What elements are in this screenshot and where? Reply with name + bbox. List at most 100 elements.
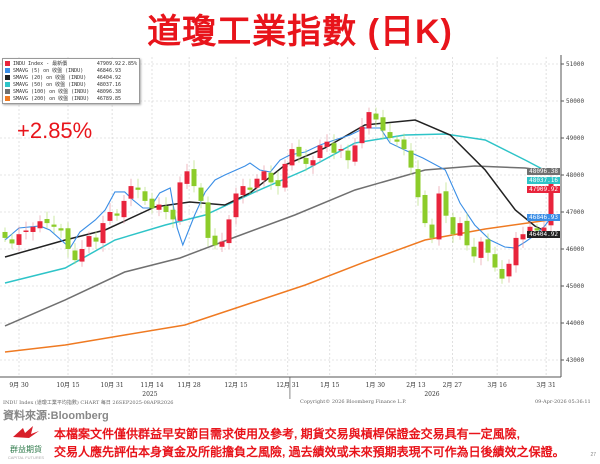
candle-body <box>79 249 85 262</box>
candle-body <box>520 234 526 240</box>
candle-body <box>58 228 64 231</box>
candle-body <box>163 206 169 212</box>
x-tick-label: 12月 31 <box>276 382 299 389</box>
legend-label: SMAVG (50) on 收盤 (INDU) <box>13 82 87 88</box>
y-tick-label: 43000 <box>566 357 584 364</box>
legend-swatch <box>5 75 10 80</box>
legend-swatch <box>5 89 10 94</box>
page-title: 道瓊工業指數 (日K) <box>147 13 453 51</box>
candle-body <box>51 224 57 227</box>
candle-body <box>233 193 239 218</box>
legend-item: SMAVG (50) on 收盤 (INDU) 48037.16 <box>5 81 137 88</box>
candle-body <box>324 141 330 147</box>
y-tick-label: 46000 <box>566 246 584 253</box>
candle-body <box>436 193 442 240</box>
candle-body <box>142 191 148 201</box>
x-tick-label: 9月 30 <box>9 382 29 389</box>
candle-body <box>275 180 281 187</box>
price-tag: 46404.92 <box>527 230 560 238</box>
candle-body <box>443 191 449 216</box>
candle-body <box>247 187 253 190</box>
candle-body <box>2 231 8 238</box>
candle-body <box>408 150 414 168</box>
candle-body <box>37 221 43 229</box>
legend-swatch <box>5 96 10 101</box>
candle-body <box>485 239 491 253</box>
candle-body <box>359 126 365 144</box>
legend-value: 46846.93 <box>96 67 121 74</box>
x-tick-label: 1月 30 <box>366 382 386 389</box>
x-tick-label: 2月 27 <box>443 382 463 389</box>
candle-body <box>30 226 36 232</box>
legend-label: INDU Index - 最新價 <box>13 61 68 67</box>
chart-info: INDU Index (道瓊工業平均指數) CHART 每日 26SEP2025… <box>3 400 174 406</box>
legend-value: 46789.85 <box>96 95 121 102</box>
x-tick-label: 11月 14 <box>140 382 163 389</box>
candle-body <box>205 202 211 238</box>
candle-body <box>72 250 78 261</box>
candle-body <box>317 145 323 158</box>
x-tick-label: 1月 15 <box>320 382 340 389</box>
legend-swatch <box>5 61 10 66</box>
candle-body <box>366 112 372 129</box>
logo-english: CAPITAL FUTURES <box>7 455 45 460</box>
candle-body <box>373 113 379 120</box>
candle-body <box>268 172 274 183</box>
legend-item: SMAVG (5) on 收盤 (INDU) 46846.93 <box>5 67 137 74</box>
legend-label: SMAVG (5) on 收盤 (INDU) <box>13 68 84 74</box>
logo-name: 群益期貨 <box>10 445 42 454</box>
y-tick-label: 49000 <box>566 135 584 142</box>
legend-item: INDU Index - 最新價 47909.92 2.85% <box>5 60 137 67</box>
copyright: Copyright© 2026 Bloomberg Finance L.P. <box>300 399 407 405</box>
candle-body <box>548 178 554 226</box>
candle-body <box>303 157 309 164</box>
legend-value: 47909.92 <box>96 60 121 67</box>
candle-body <box>191 169 197 187</box>
candle-body <box>177 182 183 221</box>
legend-value: 46404.92 <box>96 74 121 81</box>
ma-line <box>4 119 552 258</box>
candle-body <box>114 213 120 216</box>
candle-body <box>415 169 421 198</box>
chart-legend: INDU Index - 最新價 47909.92 2.85% SMAVG (5) o… <box>2 58 140 104</box>
ma-line <box>4 219 552 353</box>
x-tick-label: 10月 15 <box>56 382 79 389</box>
candle-body <box>478 241 484 258</box>
candle-body <box>226 219 232 244</box>
legend-item: SMAVG (100) on 收盤 (INDU) 48096.38 <box>5 88 137 95</box>
candle-body <box>506 263 512 277</box>
ma-line <box>4 165 552 327</box>
candle-body <box>93 237 99 242</box>
candle-body <box>429 224 435 238</box>
x-tick-label: 3月 31 <box>536 382 555 389</box>
candle-body <box>198 187 204 201</box>
candle-body <box>527 226 533 232</box>
candle-body <box>86 236 92 247</box>
candle-body <box>219 241 225 247</box>
price-tag: 48037.16 <box>527 176 560 184</box>
candle-body <box>170 209 176 220</box>
candle-body <box>541 227 547 232</box>
candle-body <box>149 198 155 209</box>
candle-body <box>16 234 22 245</box>
x-tick-label: 2月 13 <box>406 382 426 389</box>
legend-value: 48096.38 <box>96 88 121 95</box>
candle-body <box>23 230 29 232</box>
candle-body <box>100 223 106 244</box>
x-tick-label: 3月 16 <box>487 382 507 389</box>
legend-item: SMAVG (200) on 收盤 (INDU) 46789.85 <box>5 95 137 102</box>
x-tick-label: 11月 28 <box>178 382 201 389</box>
disclaimer-line-2: 交易人應先評估本身資金及所能擔負之風險, 過去績效或未來預期表現不可作為日後績效… <box>54 445 565 459</box>
candle-body <box>394 139 400 142</box>
candle-body <box>184 171 190 184</box>
ma-line <box>4 133 552 284</box>
y-tick-label: 45000 <box>566 283 584 290</box>
candle-body <box>331 143 337 153</box>
legend-label: SMAVG (20) on 收盤 (INDU) <box>13 75 87 81</box>
change-percent: +2.85% <box>17 118 93 143</box>
candle-body <box>135 187 141 190</box>
candle-body <box>345 150 351 161</box>
candle-body <box>422 194 428 224</box>
company-logo: 群益期貨 CAPITAL FUTURES <box>3 425 49 460</box>
y-tick-label: 51000 <box>566 61 584 68</box>
